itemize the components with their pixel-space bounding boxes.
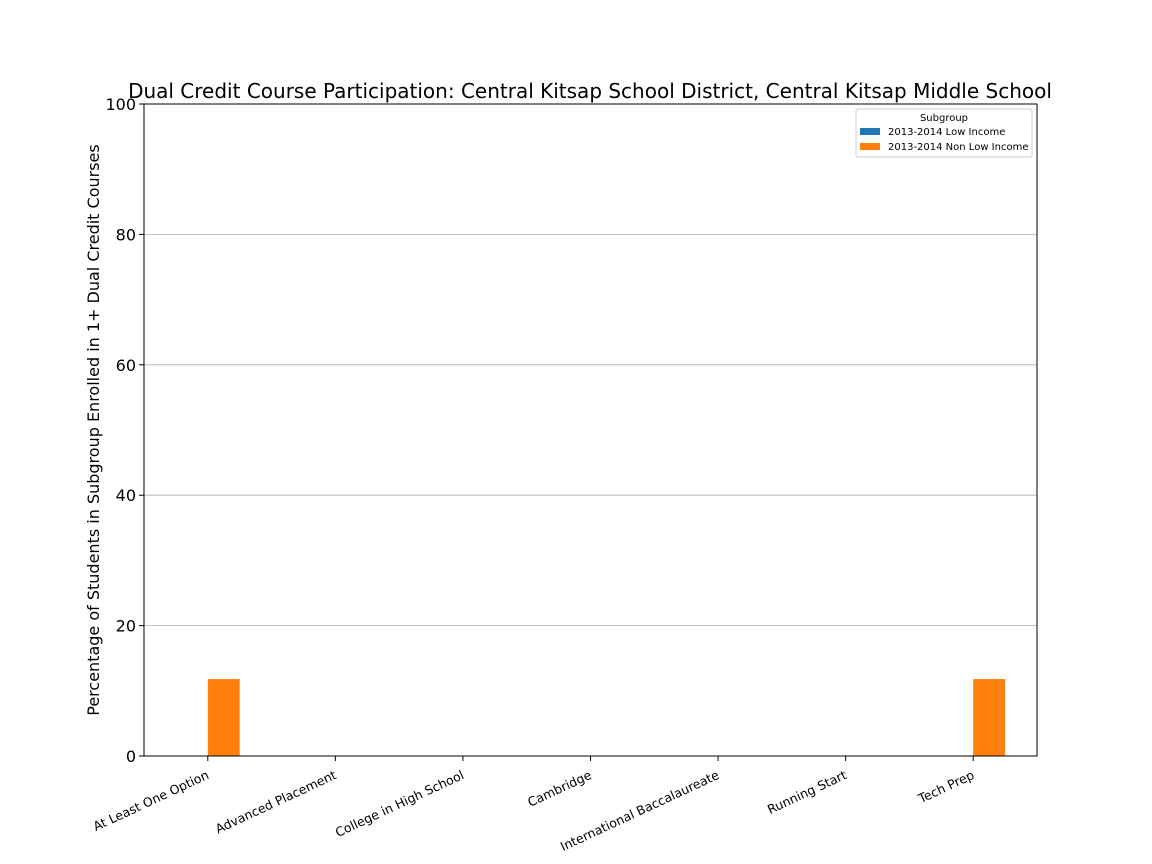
legend-swatch <box>860 128 880 135</box>
legend-swatch <box>860 143 880 150</box>
bar-non-low-income <box>973 679 1006 756</box>
x-tick-label: Tech Prep <box>915 767 976 806</box>
y-tick-label: 60 <box>116 356 136 375</box>
x-tick-label: College in High School <box>333 767 466 840</box>
x-axis-ticks: At Least One Option Advanced PlacementCol… <box>91 756 977 854</box>
legend-label: 2013-2014 Non Low Income <box>888 142 1028 153</box>
y-tick-label: 80 <box>116 225 136 244</box>
y-tick-label: 0 <box>126 747 136 766</box>
bars <box>207 679 1006 756</box>
x-tick-label: At Least One Option <box>91 767 211 834</box>
legend-items: 2013-2014 Low Income 2013-2014 Non Low In… <box>860 127 1028 153</box>
y-tick-label: 100 <box>105 95 136 114</box>
legend-title: Subgroup <box>920 113 968 124</box>
y-axis-ticks: 0 20 40 60 80 100 <box>105 95 144 766</box>
y-tick-label: 40 <box>116 486 136 505</box>
y-tick-label: 20 <box>116 617 136 636</box>
legend-box <box>855 108 1033 158</box>
legend: Subgroup 2013-2014 Low Income 2013-2014 N… <box>855 108 1033 158</box>
bar-non-low-income <box>207 679 240 756</box>
x-tick-label: Advanced Placement <box>213 767 339 836</box>
grid-lines <box>144 233 1037 626</box>
chart-title: Dual Credit Course Participation: Centra… <box>128 79 1052 103</box>
y-axis-label: Percentage of Students in Subgroup Enrol… <box>84 144 103 715</box>
x-tick-label: Cambridge <box>525 767 594 810</box>
axes-frame <box>143 103 1038 757</box>
legend-label: 2013-2014 Low Income <box>888 127 1005 138</box>
x-tick-label: Running Start <box>765 767 849 817</box>
